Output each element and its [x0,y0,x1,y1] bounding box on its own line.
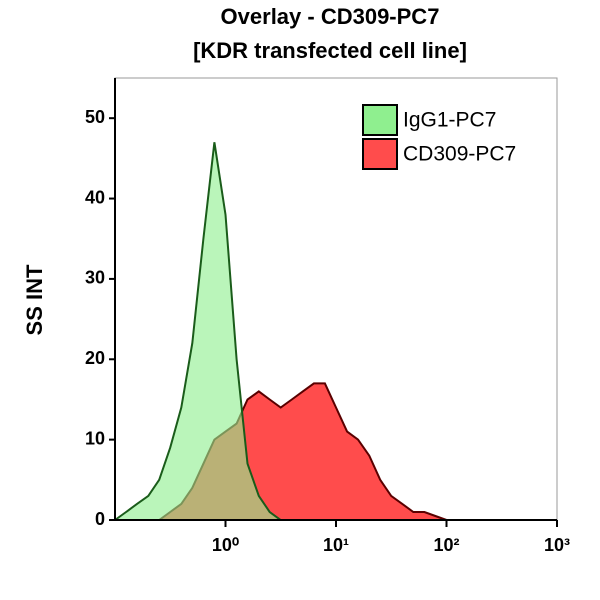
y-axis-label: SS INT [22,264,47,335]
legend-swatch [362,104,398,136]
x-tick-label: 10² [433,535,459,555]
legend-swatch [362,138,398,170]
legend-label: IgG1-PC7 [403,109,496,132]
area [115,142,447,521]
x-tick-label: 10⁰ [212,535,239,555]
y-tick-label: 10 [85,428,105,448]
x-tick-label: 10³ [544,535,570,555]
legend-label: CD309-PC7 [403,143,516,166]
y-tick-label: 0 [95,509,105,529]
chart-subtitle: [KDR transfected cell line] [193,38,467,63]
chart-title: Overlay - CD309-PC7 [221,4,440,29]
y-tick-label: 30 [85,268,105,288]
x-tick-label: 10¹ [323,535,349,555]
y-tick-label: 50 [85,107,105,127]
y-tick-label: 20 [85,348,105,368]
y-tick-label: 40 [85,187,105,207]
